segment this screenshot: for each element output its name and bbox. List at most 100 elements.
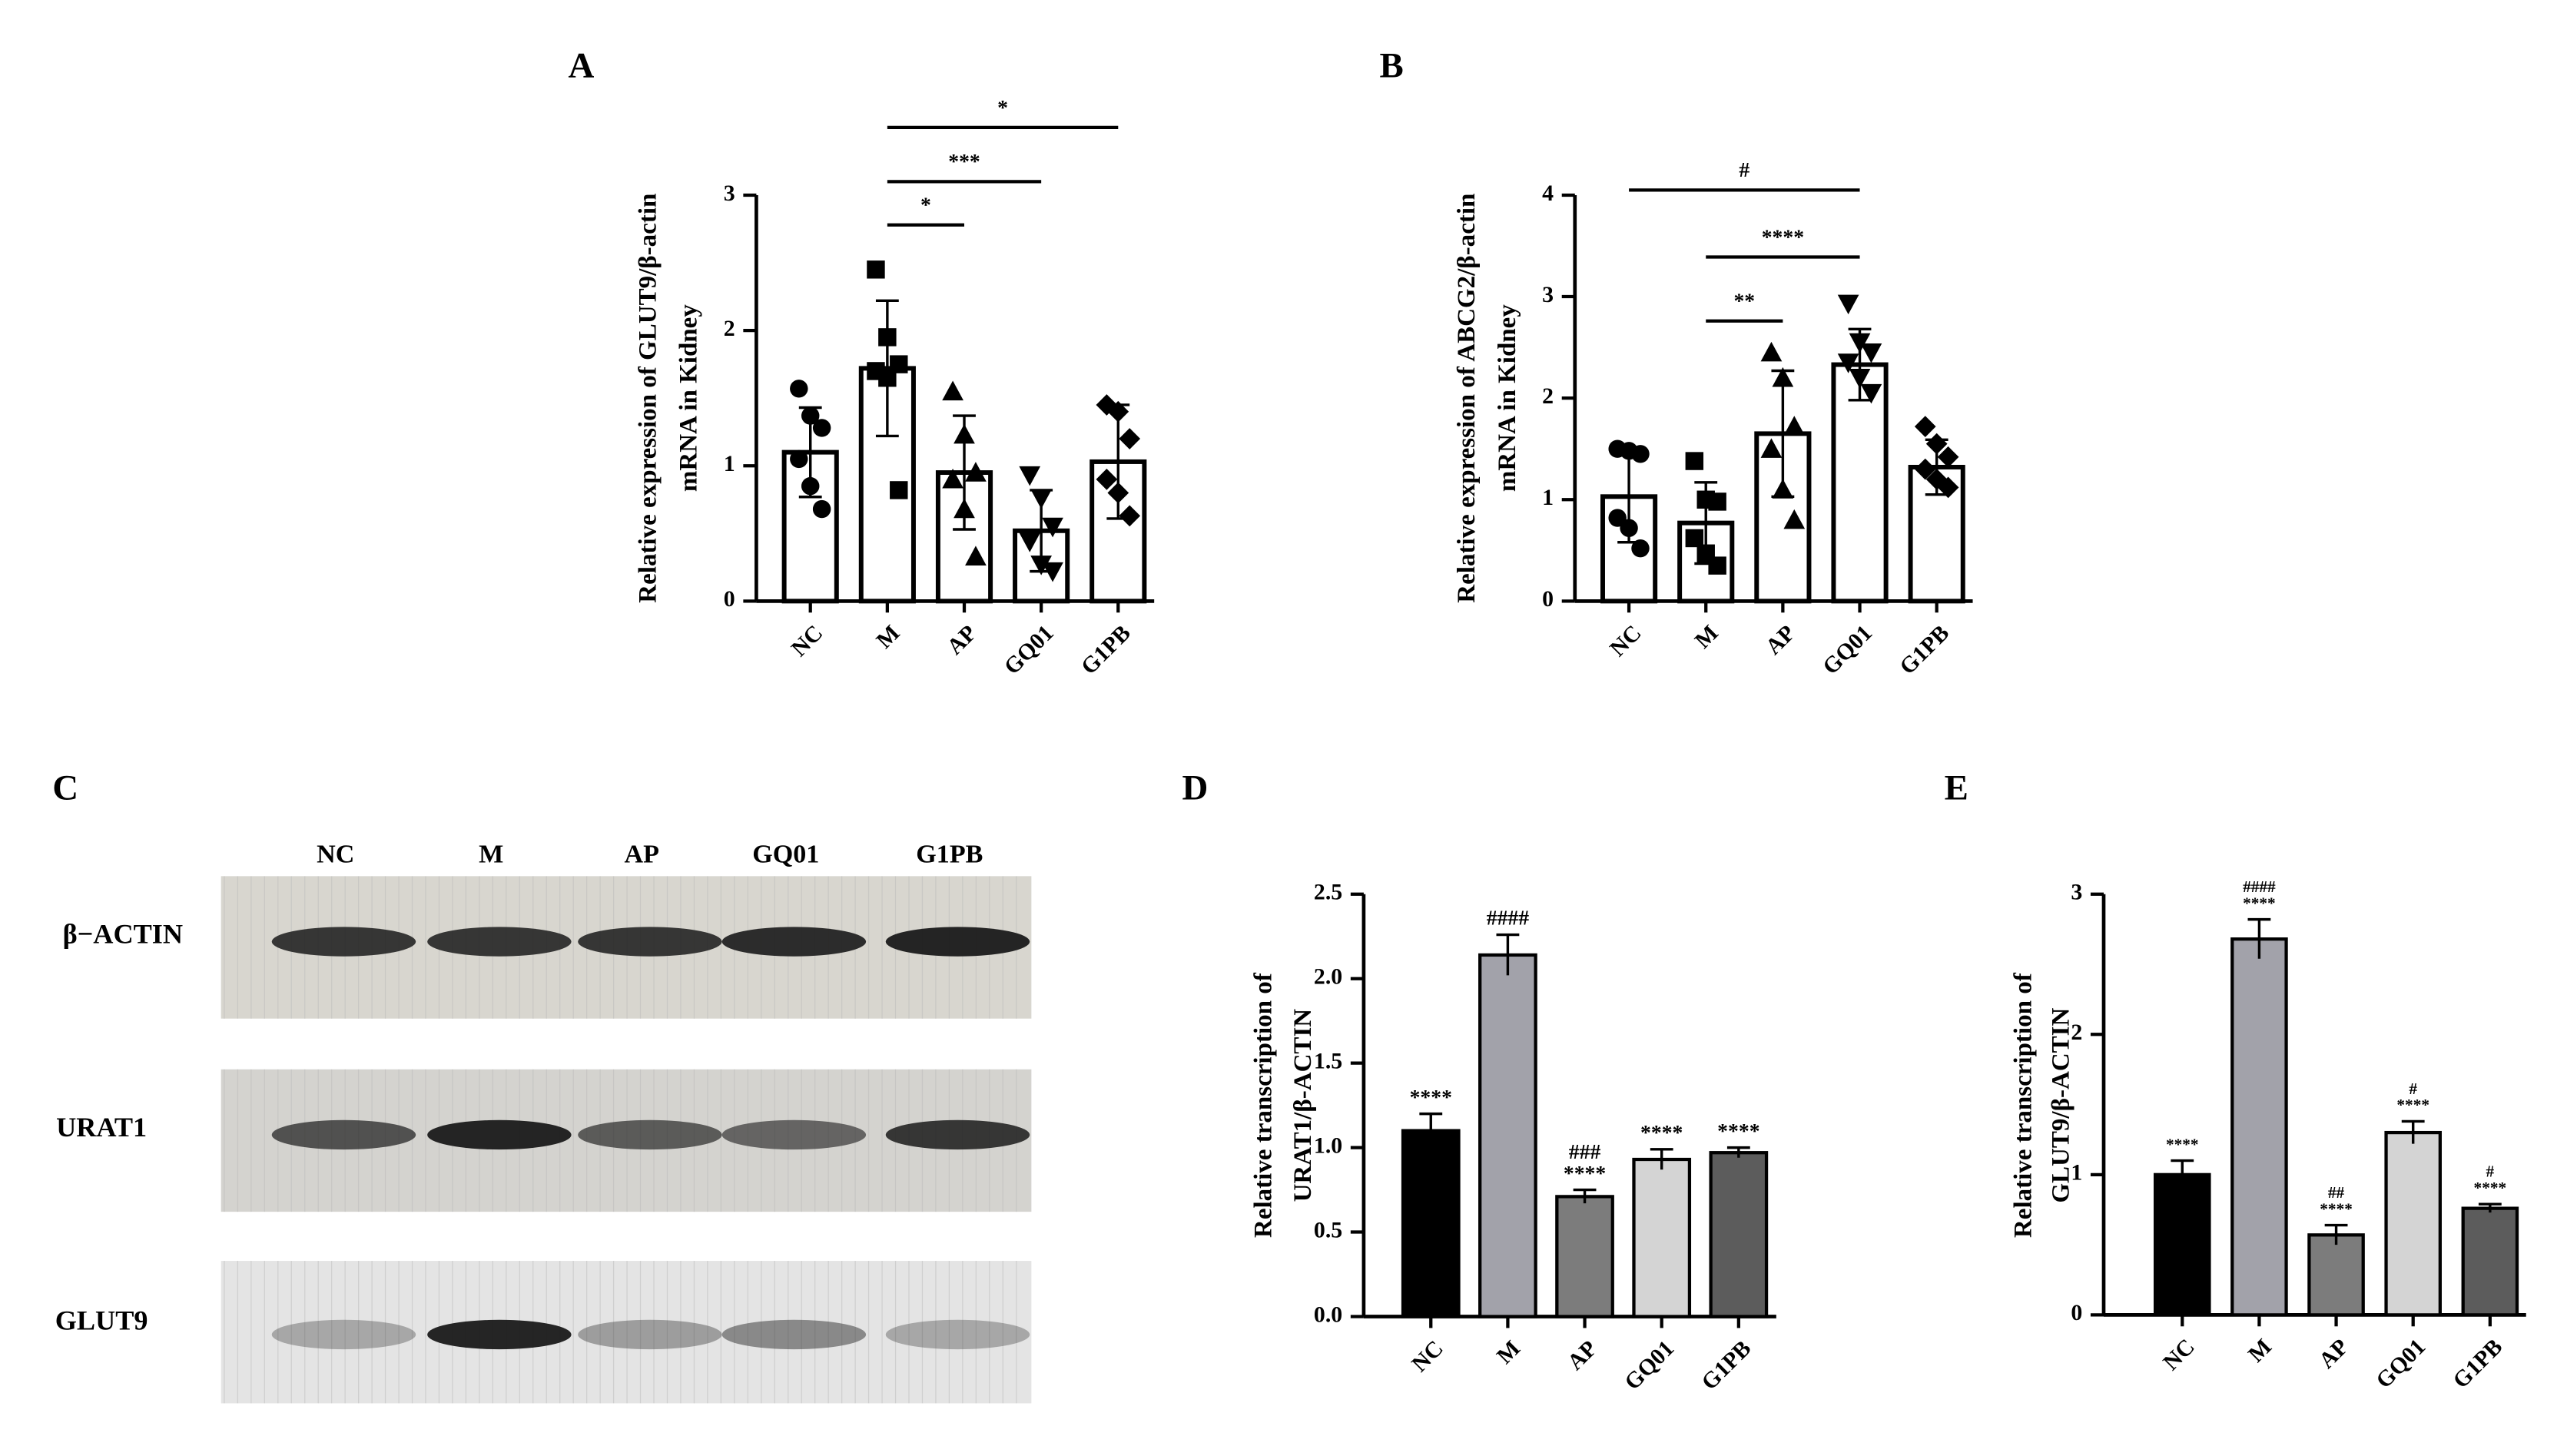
blot-band	[721, 1119, 867, 1150]
significance-label: ####	[1487, 906, 1530, 930]
error-bar	[2478, 1202, 2502, 1213]
blot-band	[271, 1119, 416, 1150]
y-tick-label: 0	[724, 586, 735, 612]
panel-label: E	[1945, 768, 1968, 808]
bar	[1709, 1151, 1769, 1318]
lane-label: NC	[317, 841, 354, 869]
y-tick-label: 1	[724, 451, 735, 476]
data-point	[1760, 438, 1783, 458]
data-point	[1849, 369, 1871, 389]
y-tick-label: 0.0	[1314, 1302, 1342, 1327]
blot-band	[427, 1119, 572, 1150]
y-tick-label: 2	[2071, 1020, 2082, 1045]
data-point	[1772, 479, 1794, 499]
error-bar	[875, 299, 899, 438]
data-point	[867, 260, 885, 279]
y-tick-label: 3	[724, 181, 735, 206]
data-point	[878, 328, 897, 347]
significance-label: ****	[1762, 224, 1804, 248]
bar	[1478, 953, 1537, 1318]
data-point	[1631, 539, 1650, 558]
significance-label: #	[2409, 1080, 2417, 1098]
data-point	[1685, 529, 1704, 548]
y-tick-label: 2	[724, 316, 735, 341]
data-point	[942, 380, 963, 401]
data-point	[801, 476, 820, 496]
significance-label: **	[1733, 289, 1755, 313]
panel-label: B	[1379, 46, 1403, 86]
blot-membrane	[221, 1261, 1032, 1404]
significance-label: #	[1739, 158, 1749, 181]
error-bar	[1419, 1112, 1443, 1148]
data-point	[954, 498, 975, 519]
bar	[1632, 1157, 1692, 1318]
blot-band	[271, 927, 416, 957]
data-point	[1119, 428, 1141, 449]
panel-label: A	[568, 46, 594, 86]
significance-label: ****	[2474, 1179, 2507, 1197]
data-point	[1772, 366, 1794, 387]
y-tick-label: 4	[1542, 181, 1554, 206]
bar	[2153, 1172, 2211, 1317]
data-point	[890, 481, 908, 499]
data-point	[1685, 452, 1704, 470]
data-point	[1019, 466, 1041, 486]
data-point	[1620, 519, 1638, 537]
blot-band	[427, 1319, 572, 1350]
y-tick-label: 2.0	[1314, 964, 1342, 990]
significance-label: ****	[1640, 1120, 1683, 1144]
y-tick-label: 2	[1542, 383, 1554, 409]
blot-band	[427, 927, 572, 957]
data-point	[1042, 562, 1063, 582]
error-bar	[1573, 1188, 1597, 1204]
blot-band	[271, 1319, 416, 1350]
blot-band	[885, 1119, 1030, 1150]
significance-label: *	[997, 95, 1008, 119]
bar	[1401, 1129, 1461, 1318]
error-bar	[2171, 1159, 2194, 1189]
data-point	[1860, 343, 1882, 363]
blot-band	[885, 927, 1030, 957]
data-point	[1631, 445, 1650, 463]
data-point	[1107, 482, 1129, 504]
error-bar	[1650, 1148, 1673, 1170]
data-point	[1925, 433, 1948, 455]
y-tick-label: 0	[1542, 586, 1554, 612]
significance-label: ****	[2166, 1135, 2199, 1153]
bar	[1555, 1195, 1614, 1318]
data-point	[1914, 416, 1936, 437]
blot-band	[885, 1319, 1030, 1350]
panel-label: C	[52, 768, 78, 808]
significance-label: ***	[948, 149, 980, 173]
significance-label: ****	[1564, 1161, 1606, 1185]
lane-label: AP	[625, 841, 659, 869]
y-tick-label: 1.0	[1314, 1133, 1342, 1158]
blot-band	[721, 927, 867, 957]
data-point	[1107, 400, 1129, 423]
data-point	[1783, 416, 1806, 436]
y-tick-label: 3	[1542, 282, 1554, 307]
blot-band	[578, 1319, 722, 1350]
blot-band	[578, 1119, 722, 1150]
protein-label: URAT1	[56, 1112, 147, 1143]
data-point	[1030, 489, 1053, 509]
y-tick-label: 0.5	[1314, 1217, 1342, 1242]
data-point	[878, 369, 897, 387]
y-tick-label: 0	[2071, 1300, 2082, 1325]
data-point	[1760, 341, 1783, 362]
significance-label: ####	[2243, 877, 2276, 896]
y-axis-label: mRNA in Kidney	[675, 304, 703, 492]
y-axis-label: Relative expression of ABCG2/β-actin	[1453, 194, 1481, 603]
y-axis-label: GLUT9/β-ACTIN	[2047, 1007, 2074, 1202]
data-point	[1042, 517, 1063, 538]
data-point	[1019, 532, 1041, 552]
significance-label: ****	[2396, 1096, 2429, 1114]
y-tick-label: 1.5	[1314, 1049, 1342, 1074]
y-axis-label: URAT1/β-ACTIN	[1289, 1009, 1317, 1202]
y-axis-label: Relative expression of GLUT9/β-actin	[634, 194, 662, 603]
significance-label: ****	[2320, 1199, 2353, 1218]
y-tick-label: 3	[2071, 880, 2082, 905]
